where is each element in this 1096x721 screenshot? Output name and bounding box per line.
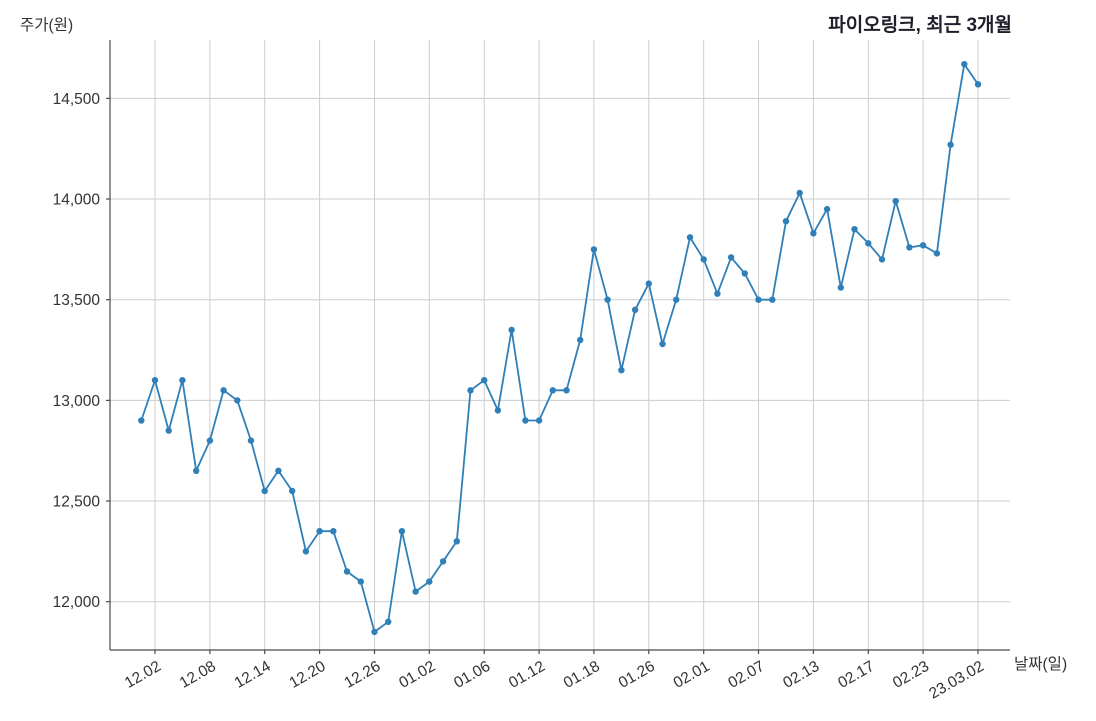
data-point xyxy=(961,60,968,68)
data-point xyxy=(604,296,611,303)
data-point xyxy=(138,417,145,424)
price-line xyxy=(140,63,979,633)
data-point xyxy=(700,256,707,263)
data-point xyxy=(508,326,515,334)
data-point xyxy=(796,189,803,197)
x-tick-label: 23.03.02 xyxy=(926,658,987,703)
data-point xyxy=(823,205,831,213)
data-point xyxy=(755,296,762,303)
data-point xyxy=(385,618,392,625)
x-tick-label: 12.02 xyxy=(122,658,164,692)
data-point xyxy=(453,538,460,545)
data-point xyxy=(727,254,735,261)
data-point xyxy=(906,244,913,251)
data-point xyxy=(577,336,584,344)
data-point xyxy=(631,306,639,313)
x-tick-label: 02.23 xyxy=(890,658,932,692)
grid-lines xyxy=(110,40,1010,650)
x-tick-label: 01.18 xyxy=(561,658,603,692)
x-tick-label: 01.26 xyxy=(616,658,658,692)
x-tick-label: 12.14 xyxy=(232,658,274,692)
y-tick-label: 14,000 xyxy=(53,192,101,209)
data-point xyxy=(645,280,652,287)
x-tick-label: 02.13 xyxy=(780,658,822,692)
data-point xyxy=(782,218,790,225)
data-point xyxy=(467,387,474,394)
data-point xyxy=(865,240,872,247)
data-point xyxy=(193,467,200,474)
data-point xyxy=(220,387,227,394)
data-point xyxy=(919,242,927,249)
data-point xyxy=(302,548,310,555)
data-point xyxy=(659,340,666,348)
data-point xyxy=(522,417,529,424)
y-tick-label: 13,500 xyxy=(53,292,101,309)
data-point xyxy=(892,197,899,205)
chart-title: 파이오링크, 최근 3개월 xyxy=(828,15,1012,36)
data-point xyxy=(494,407,502,414)
data-point xyxy=(426,578,433,585)
data-point xyxy=(535,417,543,424)
data-point xyxy=(851,226,858,233)
x-tick-label: 02.01 xyxy=(671,658,713,692)
data-point xyxy=(398,528,406,535)
data-point xyxy=(289,487,296,495)
data-point xyxy=(618,367,625,374)
data-point xyxy=(974,81,982,88)
y-tick-label: 13,000 xyxy=(53,393,101,410)
tick-labels: 12,000 12,500 13,000 13,500 14,000 14,500 12.0… xyxy=(53,91,987,703)
data-point xyxy=(247,437,255,444)
data-point xyxy=(179,377,186,384)
data-point xyxy=(330,528,337,535)
axes xyxy=(106,40,1010,654)
data-point xyxy=(563,387,570,394)
data-point xyxy=(837,284,844,291)
x-tick-label: 01.12 xyxy=(506,658,548,692)
data-point xyxy=(933,250,941,257)
data-point xyxy=(343,568,351,575)
y-tick-label: 12,000 xyxy=(53,594,101,611)
x-tick-label: 02.07 xyxy=(725,658,767,692)
x-tick-label: 12.08 xyxy=(177,658,219,692)
data-point xyxy=(357,578,364,585)
data-point xyxy=(206,437,214,444)
data-point xyxy=(234,397,241,404)
data-point xyxy=(741,270,748,277)
y-axis-title: 주가(원) xyxy=(20,17,74,34)
data-point xyxy=(316,528,323,535)
data-point xyxy=(412,588,419,595)
data-point xyxy=(947,141,954,148)
data-point-markers xyxy=(138,60,982,636)
data-point xyxy=(810,230,817,237)
x-tick-label: 01.02 xyxy=(396,658,438,692)
data-point xyxy=(549,387,556,394)
data-point xyxy=(590,246,598,253)
y-tick-label: 12,500 xyxy=(53,494,101,511)
y-tick-label: 14,500 xyxy=(53,91,101,108)
data-point xyxy=(439,558,447,565)
data-point xyxy=(151,377,159,384)
data-point xyxy=(371,628,378,636)
data-point xyxy=(275,467,282,474)
data-point xyxy=(878,256,886,263)
x-tick-label: 12.26 xyxy=(341,658,383,692)
data-point xyxy=(686,234,694,241)
data-point xyxy=(673,296,680,303)
x-tick-label: 01.06 xyxy=(451,658,493,692)
x-tick-label: 12.20 xyxy=(287,658,329,692)
data-point xyxy=(481,377,488,384)
x-axis-title: 날짜(일) xyxy=(1014,656,1068,673)
data-point xyxy=(261,487,268,495)
data-point xyxy=(769,296,776,303)
x-tick-label: 02.17 xyxy=(835,658,877,692)
data-point xyxy=(714,290,721,297)
data-point xyxy=(165,427,172,434)
